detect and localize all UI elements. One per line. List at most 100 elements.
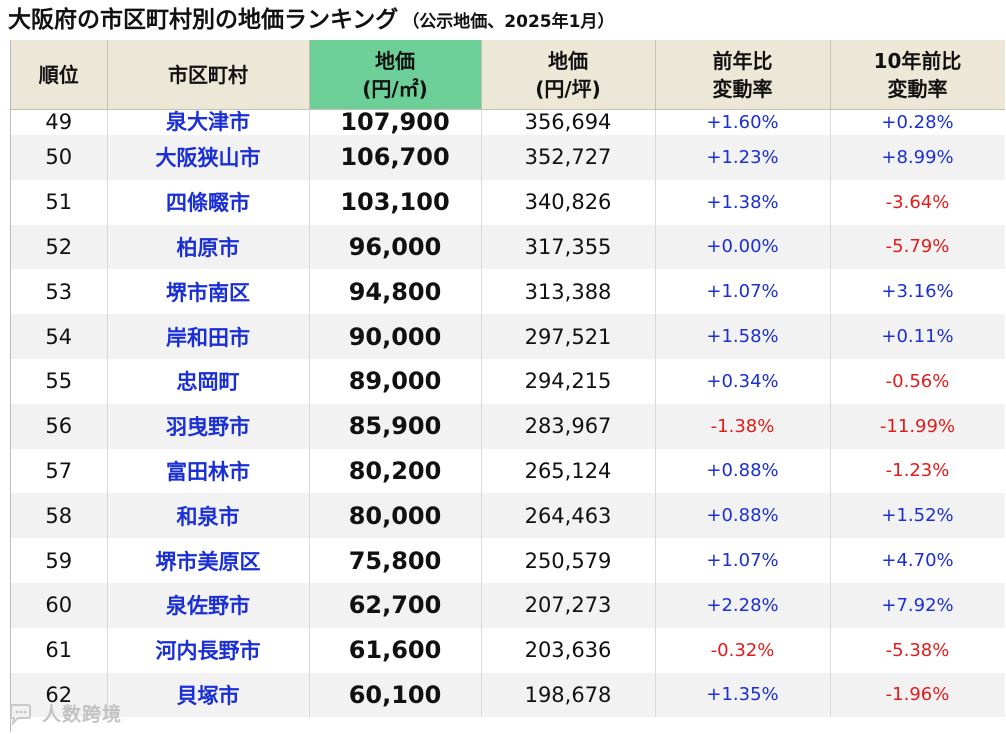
table-row: 50 大阪狭山市 106,700 352,727 +1.23% +8.99% bbox=[11, 135, 1005, 180]
header-10y-change[interactable]: 10年前比 変動率 bbox=[830, 40, 1005, 110]
cell-price-sqm: 106,700 bbox=[309, 135, 482, 180]
header-price-tsubo[interactable]: 地価 (円/坪) bbox=[481, 40, 656, 110]
cell-10y-change: -3.64% bbox=[830, 179, 1005, 225]
table-row: 56 羽曳野市 85,900 283,967 -1.38% -11.99% bbox=[11, 403, 1005, 449]
table-row: 52 柏原市 96,000 317,355 +0.00% -5.79% bbox=[11, 224, 1005, 270]
cell-price-tsubo: 297,521 bbox=[481, 314, 656, 359]
cell-city-link[interactable]: 忠岡町 bbox=[107, 358, 310, 404]
table-row: 54 岸和田市 90,000 297,521 +1.58% +0.11% bbox=[11, 314, 1005, 359]
table-row: 59 堺市美原区 75,800 250,579 +1.07% +4.70% bbox=[11, 538, 1005, 583]
cell-price-sqm: 96,000 bbox=[309, 224, 482, 270]
cell-price-tsubo: 203,636 bbox=[481, 627, 656, 673]
header-yoy-line2: 変動率 bbox=[712, 76, 773, 101]
cell-city-link[interactable]: 堺市美原区 bbox=[107, 538, 310, 583]
table-row: 49 泉大津市 107,900 356,694 +1.60% +0.28% bbox=[11, 109, 1005, 135]
cell-price-tsubo: 198,678 bbox=[481, 672, 656, 718]
cell-city-link[interactable]: 大阪狭山市 bbox=[107, 135, 310, 180]
cell-price-sqm: 89,000 bbox=[309, 358, 482, 404]
cell-yoy-change: +0.88% bbox=[655, 493, 831, 539]
cell-city-link[interactable]: 四條畷市 bbox=[107, 179, 310, 225]
cell-price-sqm: 80,000 bbox=[309, 493, 482, 539]
cell-city-link[interactable]: 貝塚市 bbox=[107, 672, 310, 718]
cell-10y-change: +7.92% bbox=[830, 582, 1005, 628]
cell-yoy-change: +0.00% bbox=[655, 224, 831, 270]
cell-city-link[interactable]: 富田林市 bbox=[107, 448, 310, 494]
header-city-label: 市区町村 bbox=[168, 62, 248, 87]
watermark-text: 人数跨境 bbox=[42, 703, 123, 726]
cell-price-tsubo: 250,579 bbox=[481, 538, 656, 583]
cell-price-tsubo: 356,694 bbox=[481, 109, 656, 135]
cell-rank: 51 bbox=[11, 179, 108, 225]
page-title: 大阪府の市区町村別の地価ランキング （公示地価、2025年1月） bbox=[8, 2, 614, 38]
cell-rank: 56 bbox=[11, 403, 108, 449]
watermark: 人数跨境 bbox=[8, 700, 122, 728]
cell-10y-change: +1.52% bbox=[830, 493, 1005, 539]
cell-10y-change: -1.23% bbox=[830, 448, 1005, 494]
header-price-tsubo-line2: (円/坪) bbox=[535, 76, 601, 101]
cell-price-sqm: 60,100 bbox=[309, 672, 482, 718]
cell-rank: 57 bbox=[11, 448, 108, 494]
table-row: 60 泉佐野市 62,700 207,273 +2.28% +7.92% bbox=[11, 582, 1005, 628]
header-yoy-change[interactable]: 前年比 変動率 bbox=[655, 40, 831, 110]
header-rank[interactable]: 順位 bbox=[11, 40, 108, 110]
cell-yoy-change: +1.07% bbox=[655, 269, 831, 315]
cell-price-tsubo: 207,273 bbox=[481, 582, 656, 628]
cell-price-sqm: 85,900 bbox=[309, 403, 482, 449]
cell-city-link[interactable]: 泉佐野市 bbox=[107, 582, 310, 628]
cell-yoy-change: +1.23% bbox=[655, 135, 831, 180]
cell-city-link[interactable]: 河内長野市 bbox=[107, 627, 310, 673]
cell-price-sqm: 103,100 bbox=[309, 179, 482, 225]
cell-price-sqm: 80,200 bbox=[309, 448, 482, 494]
cell-rank: 50 bbox=[11, 135, 108, 180]
cell-yoy-change: +1.35% bbox=[655, 672, 831, 718]
cell-price-tsubo: 352,727 bbox=[481, 135, 656, 180]
cell-price-tsubo: 283,967 bbox=[481, 403, 656, 449]
cell-10y-change: +8.99% bbox=[830, 135, 1005, 180]
cell-yoy-change: +1.58% bbox=[655, 314, 831, 359]
table-row: 51 四條畷市 103,100 340,826 +1.38% -3.64% bbox=[11, 179, 1005, 225]
cell-price-tsubo: 264,463 bbox=[481, 493, 656, 539]
cell-yoy-change: +1.60% bbox=[655, 109, 831, 135]
table-row: 55 忠岡町 89,000 294,215 +0.34% -0.56% bbox=[11, 358, 1005, 404]
cell-yoy-change: +2.28% bbox=[655, 582, 831, 628]
cell-price-sqm: 90,000 bbox=[309, 314, 482, 359]
cell-city-link[interactable]: 羽曳野市 bbox=[107, 403, 310, 449]
cell-rank: 62 bbox=[11, 672, 108, 718]
table-row: 61 河内長野市 61,600 203,636 -0.32% -5.38% bbox=[11, 627, 1005, 673]
header-row: 順位 市区町村 地価 (円/㎡) 地価 (円/坪) 前年比 変動率 10年前比 … bbox=[11, 40, 1005, 110]
cell-price-sqm: 107,900 bbox=[309, 109, 482, 135]
cell-10y-change: -5.38% bbox=[830, 627, 1005, 673]
cell-yoy-change: -1.38% bbox=[655, 403, 831, 449]
cell-price-sqm: 61,600 bbox=[309, 627, 482, 673]
cell-city-link[interactable]: 堺市南区 bbox=[107, 269, 310, 315]
cell-rank: 55 bbox=[11, 358, 108, 404]
title-subtitle: （公示地価、2025年1月） bbox=[402, 12, 615, 32]
header-rank-label: 順位 bbox=[38, 62, 79, 87]
title-main: 大阪府の市区町村別の地価ランキング bbox=[8, 7, 399, 33]
cell-yoy-change: +0.88% bbox=[655, 448, 831, 494]
cell-price-sqm: 75,800 bbox=[309, 538, 482, 583]
cell-city-link[interactable]: 柏原市 bbox=[107, 224, 310, 270]
cell-city-link[interactable]: 岸和田市 bbox=[107, 314, 310, 359]
header-price-sqm[interactable]: 地価 (円/㎡) bbox=[309, 40, 482, 110]
header-price-sqm-line2: (円/㎡) bbox=[362, 76, 428, 101]
cell-city-link[interactable]: 泉大津市 bbox=[107, 109, 310, 135]
chat-bubble-icon bbox=[8, 703, 34, 726]
table-row: 53 堺市南区 94,800 313,388 +1.07% +3.16% bbox=[11, 269, 1005, 315]
header-price-tsubo-line1: 地価 bbox=[548, 48, 588, 73]
header-city[interactable]: 市区町村 bbox=[107, 40, 310, 110]
cell-yoy-change: +1.38% bbox=[655, 179, 831, 225]
cell-price-tsubo: 313,388 bbox=[481, 269, 656, 315]
table-row: 57 富田林市 80,200 265,124 +0.88% -1.23% bbox=[11, 448, 1005, 494]
cell-rank: 60 bbox=[11, 582, 108, 628]
cell-10y-change: +3.16% bbox=[830, 269, 1005, 315]
cell-rank: 58 bbox=[11, 493, 108, 539]
table-row: 62 貝塚市 60,100 198,678 +1.35% -1.96% bbox=[11, 672, 1005, 718]
cell-city-link[interactable]: 和泉市 bbox=[107, 493, 310, 539]
cell-price-sqm: 94,800 bbox=[309, 269, 482, 315]
cell-price-tsubo: 317,355 bbox=[481, 224, 656, 270]
cell-10y-change: +0.28% bbox=[830, 109, 1005, 135]
cell-10y-change: -1.96% bbox=[830, 672, 1005, 718]
header-yoy-line1: 前年比 bbox=[712, 48, 773, 73]
cell-rank: 61 bbox=[11, 627, 108, 673]
